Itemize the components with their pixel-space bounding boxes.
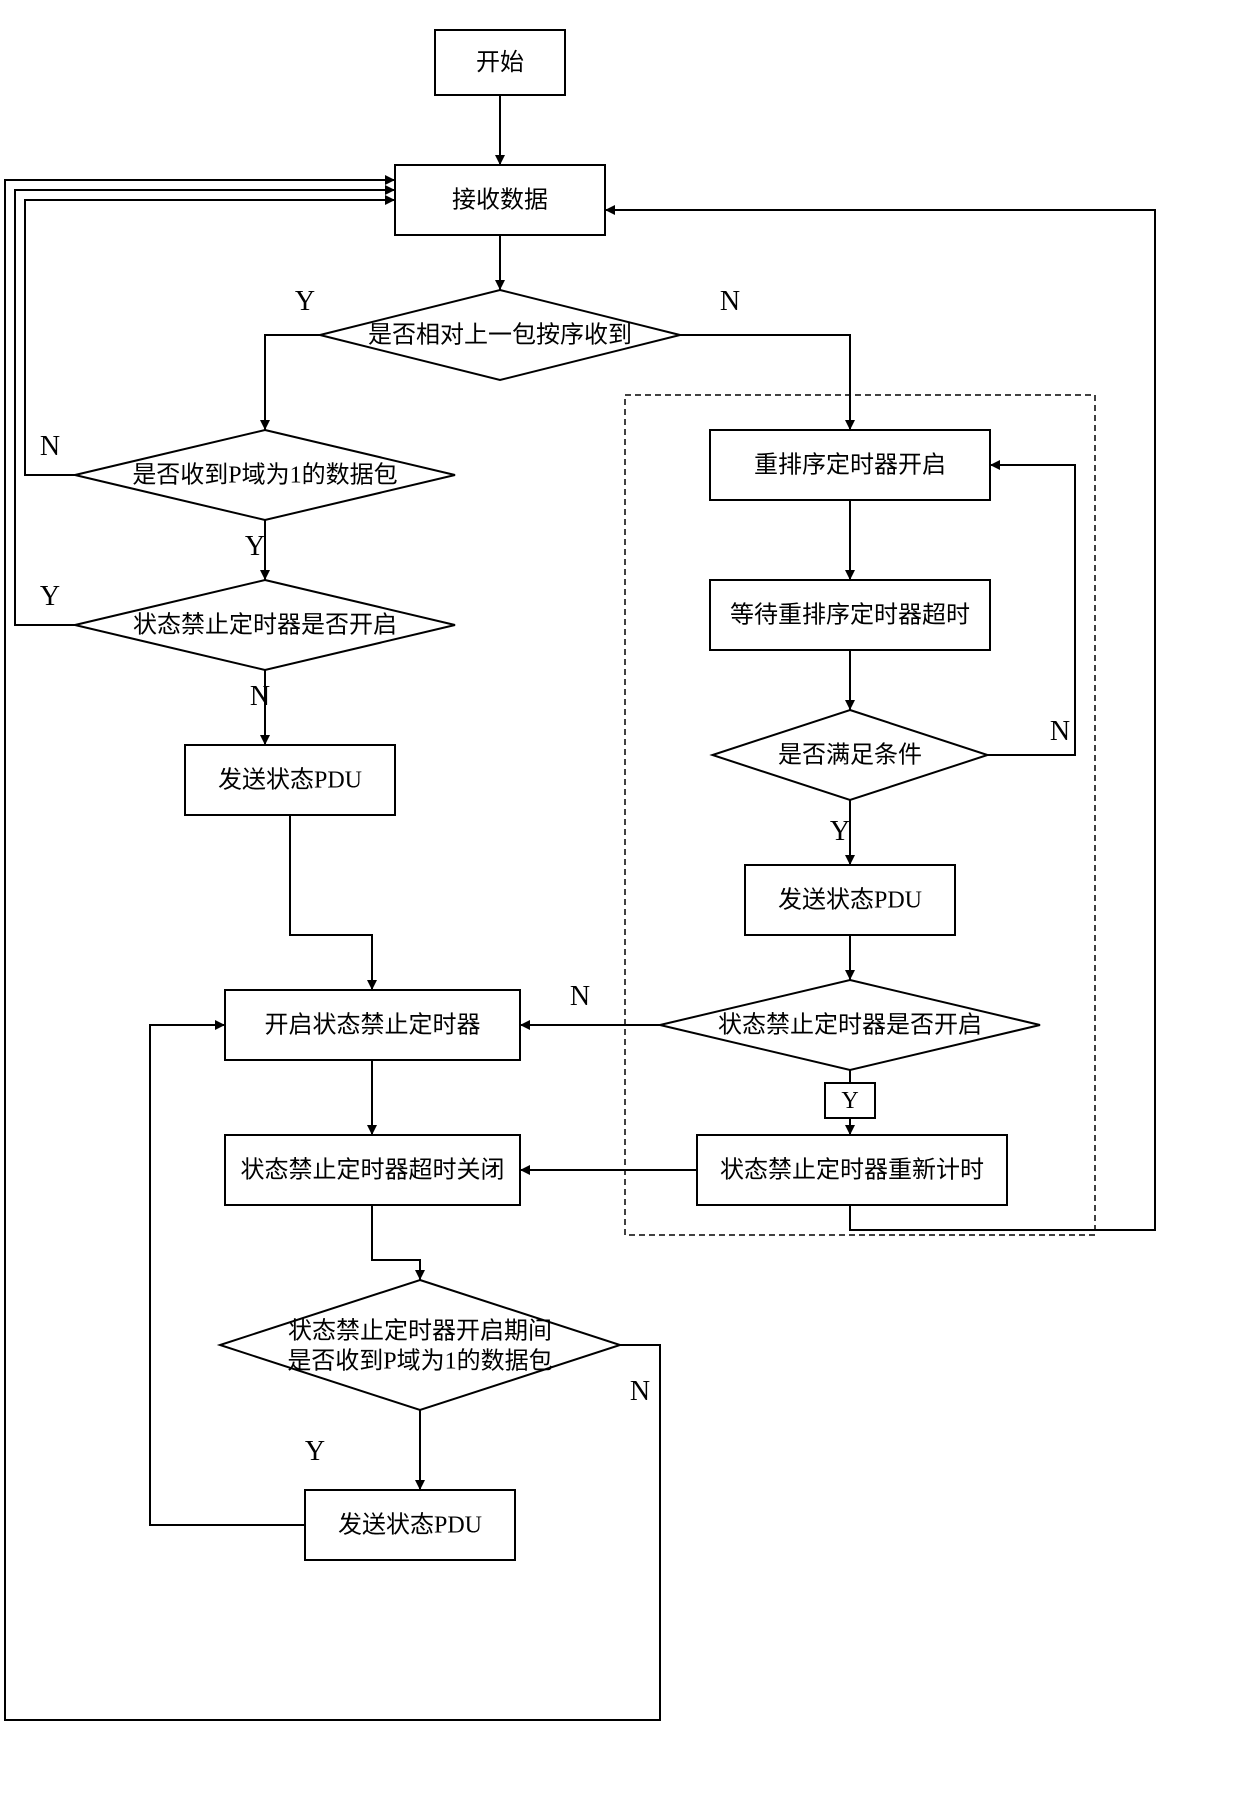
edge-e_cond_N <box>987 465 1075 755</box>
edge-e_proh_Y <box>15 190 395 625</box>
node-label-send_pdu_b: 发送状态PDU <box>338 1512 482 1539</box>
node-label-start_prohibit: 开启状态禁止定时器 <box>265 1012 481 1039</box>
node-label-recv: 接收数据 <box>452 187 548 214</box>
edge-label-during_N: N <box>630 1376 650 1407</box>
node-label-d_prohibit_on: 状态禁止定时器是否开启 <box>133 612 397 639</box>
node-label-send_pdu_l: 发送状态PDU <box>218 767 362 794</box>
node-label-d_p1_during-2: 是否收到P域为1的数据包 <box>287 1348 552 1375</box>
node-label-d_cond: 是否满足条件 <box>778 742 922 769</box>
edge-label-prohibit_r_N: N <box>570 981 590 1012</box>
node-label-start: 开始 <box>476 49 524 76</box>
node-label-y_box: Y <box>841 1088 858 1114</box>
edge-label-prohibit_Y: Y <box>40 581 60 612</box>
edge-label-cond_N: N <box>1050 716 1070 747</box>
edge-e_seq_Y <box>265 335 320 430</box>
edge-label-p1_N: N <box>40 431 60 462</box>
edge-e_seq_N <box>680 335 850 430</box>
node-label-d_p1_during-1: 状态禁止定时器开启期间 <box>288 1318 552 1345</box>
edge-label-during_Y: Y <box>305 1436 325 1467</box>
node-label-reorder_wait: 等待重排序定时器超时 <box>730 602 970 629</box>
flowchart-canvas: 开始接收数据是否相对上一包按序收到是否收到P域为1的数据包状态禁止定时器是否开启… <box>0 0 1240 1794</box>
node-label-prohibit_timeout: 状态禁止定时器超时关闭 <box>241 1157 505 1184</box>
edge-e_sendb_loop <box>150 1025 305 1525</box>
edge-label-seq_Y: Y <box>295 286 315 317</box>
node-label-d_prohibit_on_r: 状态禁止定时器是否开启 <box>718 1012 982 1039</box>
edge-label-cond_Y: Y <box>830 816 850 847</box>
node-label-d_seq: 是否相对上一包按序收到 <box>368 322 632 349</box>
node-label-prohibit_restart: 状态禁止定时器重新计时 <box>720 1157 984 1184</box>
edge-label-seq_N: N <box>720 286 740 317</box>
edge-e_sendl_startp <box>290 815 372 990</box>
edge-e_timeout_during <box>372 1205 420 1280</box>
node-label-reorder_start: 重排序定时器开启 <box>754 452 946 479</box>
node-label-d_p1: 是否收到P域为1的数据包 <box>132 462 397 489</box>
edge-label-prohibit_N: N <box>250 681 270 712</box>
node-d_p1_during <box>220 1280 620 1410</box>
edge-label-p1_Y: Y <box>245 531 265 562</box>
node-label-send_pdu_r: 发送状态PDU <box>778 887 922 914</box>
